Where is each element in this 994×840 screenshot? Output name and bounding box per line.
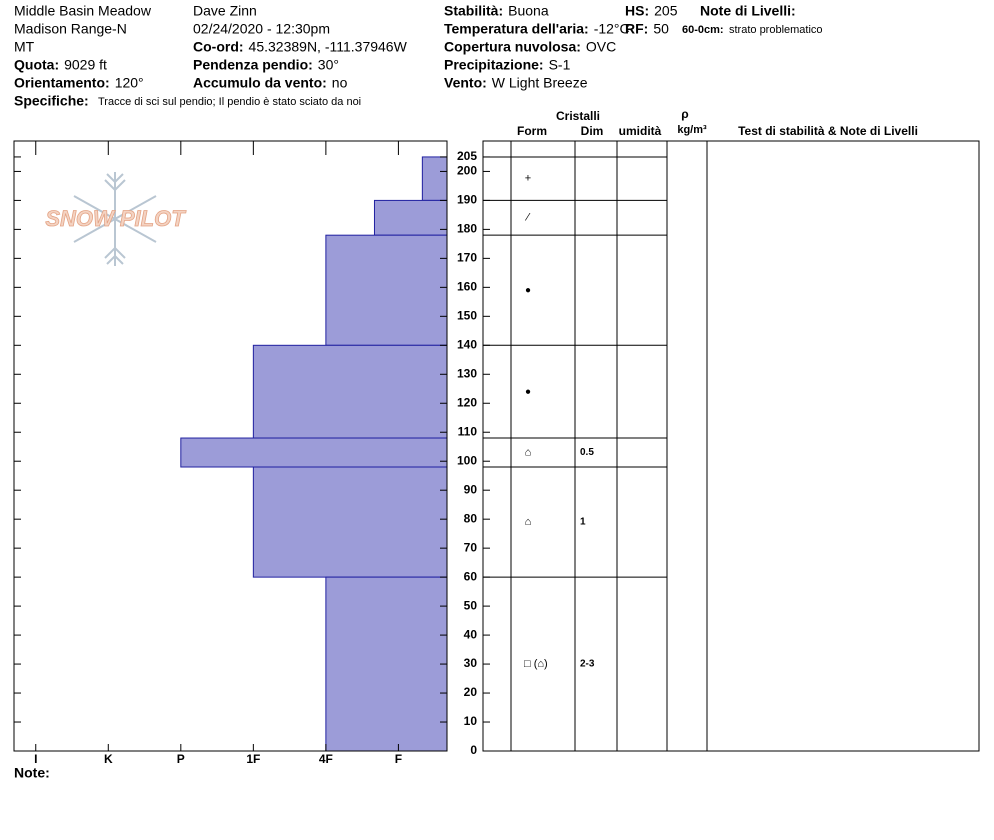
column-header: umidità: [619, 124, 662, 138]
column-header: Form: [517, 124, 547, 138]
y-tick-label: 20: [464, 685, 478, 699]
datetime: 02/24/2020 - 12:30pm: [193, 21, 330, 37]
field-label: Stabilità:: [444, 3, 503, 19]
y-tick-label: 180: [457, 222, 477, 236]
x-tick-label: 1F: [246, 752, 260, 766]
grain-form: ●: [525, 386, 531, 397]
y-tick-label: 190: [457, 193, 477, 207]
field-value: 45.32389N, -111.37946W: [249, 39, 408, 55]
y-tick-label: 40: [464, 627, 478, 641]
y-tick-label: 0: [470, 743, 477, 757]
grain-size: 0.5: [580, 447, 594, 458]
y-tick-label: 10: [464, 714, 478, 728]
field-label: Precipitazione:: [444, 57, 544, 73]
observer: Dave Zinn: [193, 3, 257, 19]
x-tick-label: P: [177, 752, 185, 766]
specifics-label: Specifiche:: [14, 93, 89, 109]
column-header: ρ: [681, 107, 688, 121]
column-header: Dim: [581, 124, 604, 138]
hardness-bar: [421, 156, 448, 201]
y-tick-label: 170: [457, 251, 477, 265]
field-label: Co-ord:: [193, 39, 244, 55]
field-value: 205: [654, 3, 678, 19]
specifics: Tracce di sci sul pendio; Il pendio è st…: [98, 96, 361, 108]
field-value: W Light Breeze: [492, 75, 588, 91]
column-header: Cristalli: [556, 109, 600, 123]
table-frame: [482, 140, 980, 752]
hardness-bar: [252, 344, 448, 439]
layer-note: strato problematico: [729, 24, 823, 36]
hardness-bar: [180, 437, 448, 468]
y-tick-label: 60: [464, 569, 478, 583]
site: Middle Basin Meadow: [14, 3, 152, 19]
field-label: Copertura nuvolosa:: [444, 39, 581, 55]
field-value: 50: [653, 21, 669, 37]
column-header: kg/m³: [677, 124, 707, 136]
x-tick-label: F: [395, 752, 402, 766]
hardness-bar: [373, 199, 448, 236]
range: Madison Range-N: [14, 21, 127, 37]
field-value: 30°: [318, 57, 339, 73]
field-label: Accumulo da vento:: [193, 75, 327, 91]
y-tick-label: 100: [457, 453, 477, 467]
grain-form: +: [525, 173, 531, 185]
plot-frame: [13, 140, 448, 752]
hardness-bar: [252, 466, 448, 578]
column-header: Test di stabilità & Note di Livelli: [738, 124, 918, 138]
hardness-bar: [325, 234, 448, 346]
layer-note-label: 60-0cm:: [682, 24, 724, 36]
state: MT: [14, 39, 35, 55]
y-tick-label: 70: [464, 540, 478, 554]
note-label: Note:: [14, 765, 50, 781]
y-tick-label: 150: [457, 308, 477, 322]
grain-size: 2-3: [580, 659, 595, 670]
field-value: -12°C: [594, 21, 630, 37]
grain-form: ⌂: [525, 516, 532, 528]
field-value: no: [332, 75, 348, 91]
layer-notes-title: Note di Livelli:: [700, 3, 796, 19]
y-tick-label: 30: [464, 656, 478, 670]
field-value: 120°: [115, 75, 144, 91]
field-label: Orientamento:: [14, 75, 110, 91]
x-tick-label: K: [104, 752, 113, 766]
y-tick-label: 50: [464, 598, 478, 612]
x-tick-label: I: [34, 752, 37, 766]
y-tick-label: 130: [457, 366, 477, 380]
x-tick-label: 4F: [319, 752, 333, 766]
y-tick-label: 160: [457, 280, 477, 294]
grain-form: ⌂: [525, 446, 532, 458]
y-tick-label: 140: [457, 337, 477, 351]
y-tick-label: 90: [464, 482, 478, 496]
field-value: OVC: [586, 39, 616, 55]
field-value: Buona: [508, 3, 549, 19]
y-tick-label: 80: [464, 511, 478, 525]
field-label: Temperatura dell'aria:: [444, 21, 589, 37]
hardness-bar: [325, 576, 448, 752]
grain-form: □ (⌂): [524, 658, 548, 670]
grain-size: 1: [580, 517, 586, 528]
logo: [73, 172, 157, 266]
y-tick-label: 120: [457, 395, 477, 409]
y-tick-label: 200: [457, 164, 477, 178]
y-tick-label: 205: [457, 149, 477, 163]
grain-form: ⁄: [524, 212, 531, 224]
field-label: RF:: [625, 21, 648, 37]
field-value: 9029 ft: [64, 57, 107, 73]
grain-form: ●: [525, 285, 531, 296]
field-label: Quota:: [14, 57, 59, 73]
field-label: Vento:: [444, 75, 487, 91]
field-label: HS:: [625, 3, 649, 19]
field-value: S-1: [549, 57, 571, 73]
field-label: Pendenza pendio:: [193, 57, 313, 73]
y-tick-label: 110: [458, 424, 478, 438]
logo-text: SNOW PILOT: [45, 206, 186, 231]
